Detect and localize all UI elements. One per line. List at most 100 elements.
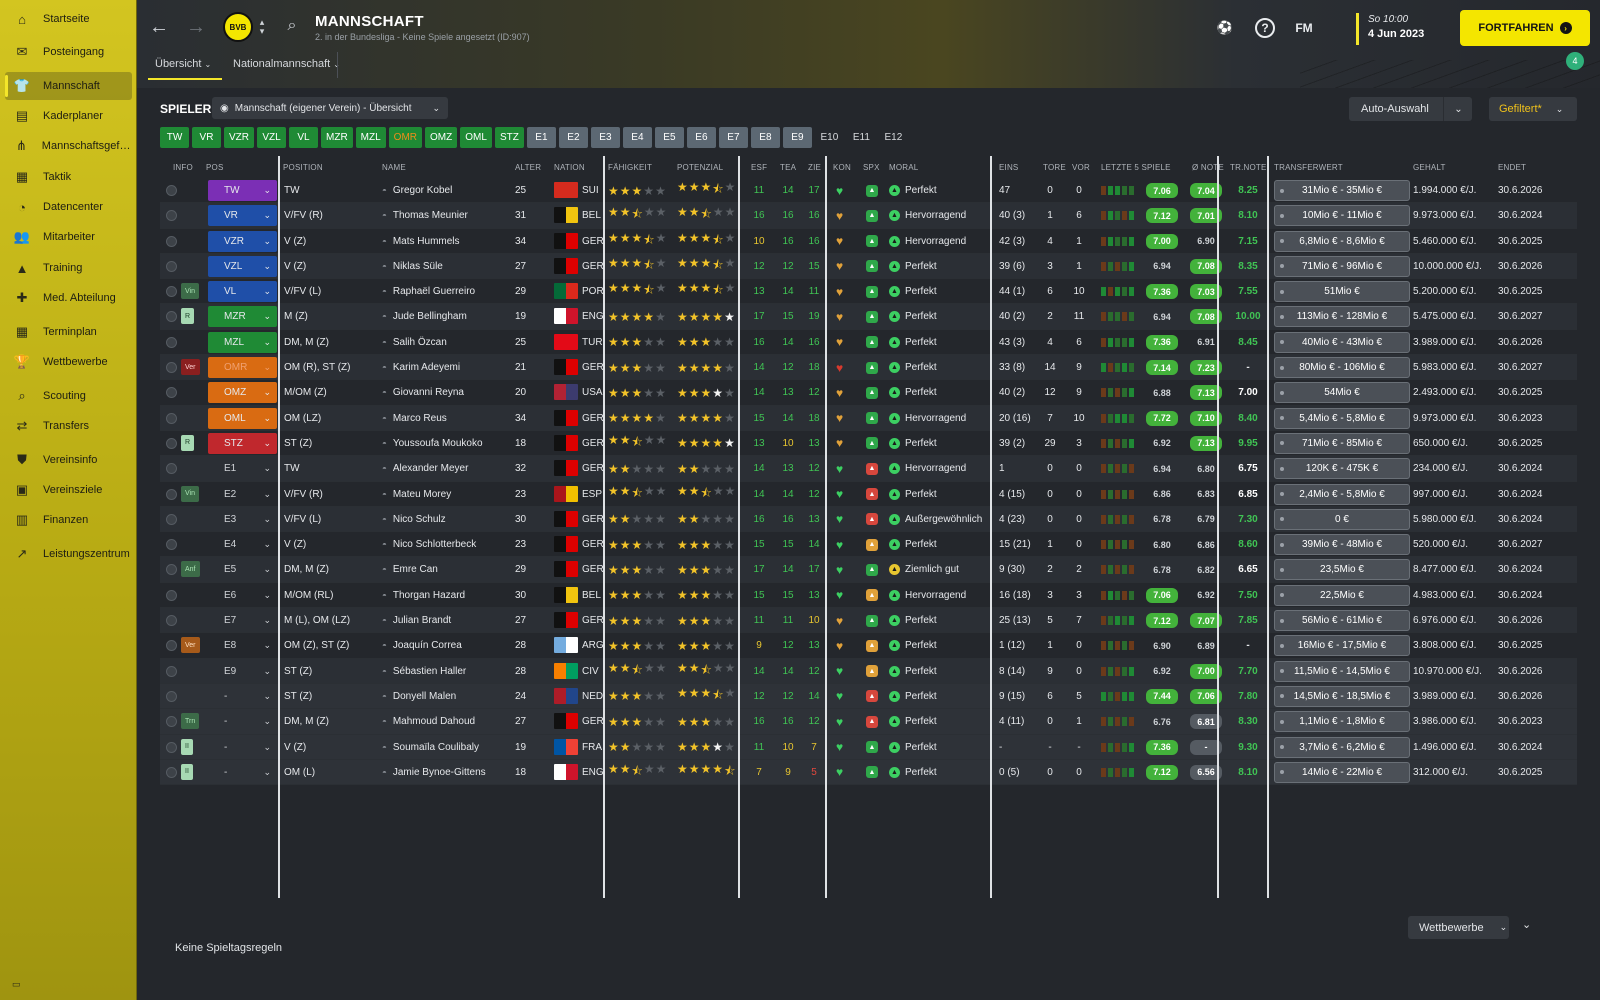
sidebar-item-mannschaftsgefüge[interactable]: ⋔ Mannschaftsgefüge [5,132,132,160]
col-nation[interactable]: NATION [554,163,585,172]
table-row[interactable]: E6 ⌄ M/OM (RL) ◓ Thorgan Hazard 30 BEL ★ ★ ★ ★ ★ ★ ★ ★… [160,583,1577,609]
sidebar-item-leistungszentrum[interactable]: ↗ Leistungszentrum [5,540,132,568]
table-row[interactable]: VZL ⌄ V (Z) ◓ Niklas Süle 27 GER ★ ★ ★ ⯪ ★ ★ ★ ★ ⯪ ★ 12 12… [160,253,1577,280]
col-training[interactable]: TR.NOTE [1230,163,1267,172]
notification-badge[interactable]: 4 [1566,52,1584,70]
position-selector[interactable]: E1 ⌄ [208,458,277,479]
table-row[interactable]: Anf E5 ⌄ DM, M (Z) ◓ Emre Can 29 GER ★ ★ ★ ★ ★ ★ ★ ★ ★ ★ 1… [160,557,1577,583]
position-chip[interactable]: E1 [526,127,556,148]
position-chip[interactable]: MZR [321,127,353,148]
table-row[interactable]: II - ⌄ V (Z) ◓ Soumaïla Coulibaly 19 FRA ★ ★ ★ ★ ★ ★ ★… [160,734,1577,760]
col-ability[interactable]: FÄHIGKEIT [608,163,653,172]
player-name-link[interactable]: ◓ Jude Bellingham [382,304,467,329]
position-chip[interactable]: E8 [750,127,780,148]
transfer-value-button[interactable]: 0 € [1274,508,1410,530]
player-name-link[interactable]: ◓ Thorgan Hazard [382,583,465,608]
player-name-link[interactable]: ◓ Mateu Morey [382,482,451,507]
col-value[interactable]: TRANSFERWERT [1274,163,1343,172]
col-info[interactable]: INFO [173,163,193,172]
sidebar-item-med-abteilung[interactable]: ✚ Med. Abteilung [5,284,132,312]
sidebar-item-startseite[interactable]: ⌂ Startseite [5,5,132,33]
table-row[interactable]: II - ⌄ OM (L) ◓ Jamie Bynoe-Gittens 18 ENG ★ ★ ⯪ ★ ★… [160,759,1577,786]
col-name[interactable]: NAME [382,163,406,172]
col-apps[interactable]: EINS [999,163,1019,172]
sidebar-item-kaderplaner[interactable]: ▤ Kaderplaner [5,102,132,130]
transfer-value-button[interactable]: 14Mio € - 22Mio € [1274,761,1410,783]
sidebar-item-posteingang[interactable]: ✉ Posteingang [5,38,132,66]
player-name-link[interactable]: ◓ Gregor Kobel [382,178,452,203]
auto-select-dropdown-icon[interactable]: ⌄ [1443,97,1473,121]
back-arrow-icon[interactable]: ← [149,15,169,38]
row-select-toggle[interactable] [166,178,177,203]
position-selector[interactable]: MZR ⌄ [208,306,277,328]
player-name-link[interactable]: ◓ Giovanni Reyna [382,380,464,405]
sidebar-item-mannschaft[interactable]: 👕 Mannschaft [5,72,132,100]
position-chip[interactable]: STZ [494,127,524,148]
col-morale[interactable]: MORAL [889,163,919,172]
position-selector[interactable]: - ⌄ [208,686,277,707]
position-selector[interactable]: OML ⌄ [208,407,277,429]
auto-select-button[interactable]: Auto-Auswahl [1349,97,1472,121]
position-chip[interactable]: E12 [884,132,903,143]
player-name-link[interactable]: ◓ Emre Can [382,557,438,582]
row-select-toggle[interactable] [166,355,177,380]
position-chip[interactable]: E7 [718,127,748,148]
row-select-toggle[interactable] [166,380,177,405]
row-select-toggle[interactable] [166,583,177,608]
position-selector[interactable]: E4 ⌄ [208,534,277,555]
transfer-value-button[interactable]: 31Mio € - 35Mio € [1274,180,1410,201]
sidebar-item-wettbewerbe[interactable]: 🏆 Wettbewerbe [5,348,132,376]
player-name-link[interactable]: ◓ Mahmoud Dahoud [382,709,475,734]
competitions-select[interactable]: Wettbewerbe ⌄ [1408,916,1509,939]
row-select-toggle[interactable] [166,203,177,228]
transfer-value-button[interactable]: 16Mio € - 17,5Mio € [1274,635,1410,657]
table-row[interactable]: OML ⌄ OM (LZ) ◓ Marco Reus 34 GER ★ ★ ★ ★ ★ ★ ★ ★ ★ ★ 15 1… [160,405,1577,431]
position-selector[interactable]: E3 ⌄ [208,509,277,530]
sidebar-item-training[interactable]: ▲ Training [5,254,132,282]
position-selector[interactable]: - ⌄ [208,762,277,783]
table-row[interactable]: Vin E2 ⌄ V/FV (R) ◓ Mateu Morey 23 ESP ★ ★ ⯪ ★ ★ ★ ★ ⯪ ★… [160,482,1577,507]
transfer-value-button[interactable]: 23,5Mio € [1274,559,1410,581]
position-chip[interactable]: E2 [558,127,588,148]
transfer-value-button[interactable]: 71Mio € - 96Mio € [1274,255,1410,277]
table-row[interactable]: - ⌄ ST (Z) ◓ Donyell Malen 24 NED ★ ★ ★ ★ ★ ★ ★ ★ ⯪ ★ 12 1… [160,683,1577,710]
position-chip[interactable]: VR [192,127,221,148]
position-chip[interactable]: E9 [782,127,812,148]
keyboard-icon[interactable]: ▭ [12,979,21,989]
table-row[interactable]: VR ⌄ V/FV (R) ◓ Thomas Meunier 31 BEL ★ ★ ⯪ ★ ★ ★ ★ ⯪ ★… [160,203,1577,229]
transfer-value-button[interactable]: 11,5Mio € - 14,5Mio € [1274,660,1410,682]
transfer-value-button[interactable]: 1,1Mio € - 1,8Mio € [1274,711,1410,733]
position-selector[interactable]: E2 ⌄ [208,484,277,505]
sidebar-item-taktik[interactable]: ▦ Taktik [5,163,132,191]
transfer-value-button[interactable]: 10Mio € - 11Mio € [1274,205,1410,227]
col-kon[interactable]: KON [833,163,851,172]
position-selector[interactable]: TW ⌄ [208,180,277,201]
tab-overview[interactable]: Übersicht ⌄ [155,58,211,70]
col-potential[interactable]: POTENZIAL [677,163,724,172]
player-name-link[interactable]: ◓ Thomas Meunier [382,203,468,228]
sidebar-item-mitarbeiter[interactable]: 👥 Mitarbeiter [5,223,132,251]
player-name-link[interactable]: ◓ Marco Reus [382,406,447,431]
sidebar-item-vereinsziele[interactable]: ▣ Vereinsziele [5,476,132,504]
col-wage[interactable]: GEHALT [1413,163,1446,172]
table-row[interactable]: Vin VL ⌄ V/FV (L) ◓ Raphaël Guerreiro 29 POR ★ ★ ★… [160,279,1577,305]
row-select-toggle[interactable] [166,431,177,456]
transfer-value-button[interactable]: 80Mio € - 106Mio € [1274,357,1410,379]
club-crest[interactable]: BVB [223,12,253,42]
position-selector[interactable]: VZR ⌄ [208,230,277,252]
transfer-value-button[interactable]: 5,4Mio € - 5,8Mio € [1274,407,1410,429]
player-name-link[interactable]: ◓ Alexander Meyer [382,456,468,481]
position-chip[interactable]: E3 [590,127,620,148]
position-selector[interactable]: VR ⌄ [208,205,277,227]
table-row[interactable]: TW ⌄ TW ◓ Gregor Kobel 25 SUI ★ ★ ★ ★ ★ ★ ★ ★ ⯪ ★ 11 14 17 ♥… [160,178,1577,204]
transfer-value-button[interactable]: 39Mio € - 48Mio € [1274,534,1410,556]
row-select-toggle[interactable] [166,532,177,557]
table-row[interactable]: VZR ⌄ V (Z) ◓ Mats Hummels 34 GER ★ ★ ★ ⯪ ★ ★ ★ ★ ⯪ ★ 10 1… [160,229,1577,254]
row-select-toggle[interactable] [166,304,177,329]
sidebar-item-transfers[interactable]: ⇄ Transfers [5,412,132,440]
sidebar-item-datencenter[interactable]: ◔ Datencenter [5,193,132,221]
row-select-toggle[interactable] [166,279,177,304]
transfer-value-button[interactable]: 71Mio € - 85Mio € [1274,432,1410,454]
position-selector[interactable]: E7 ⌄ [208,610,277,631]
position-chip[interactable]: E5 [654,127,684,148]
